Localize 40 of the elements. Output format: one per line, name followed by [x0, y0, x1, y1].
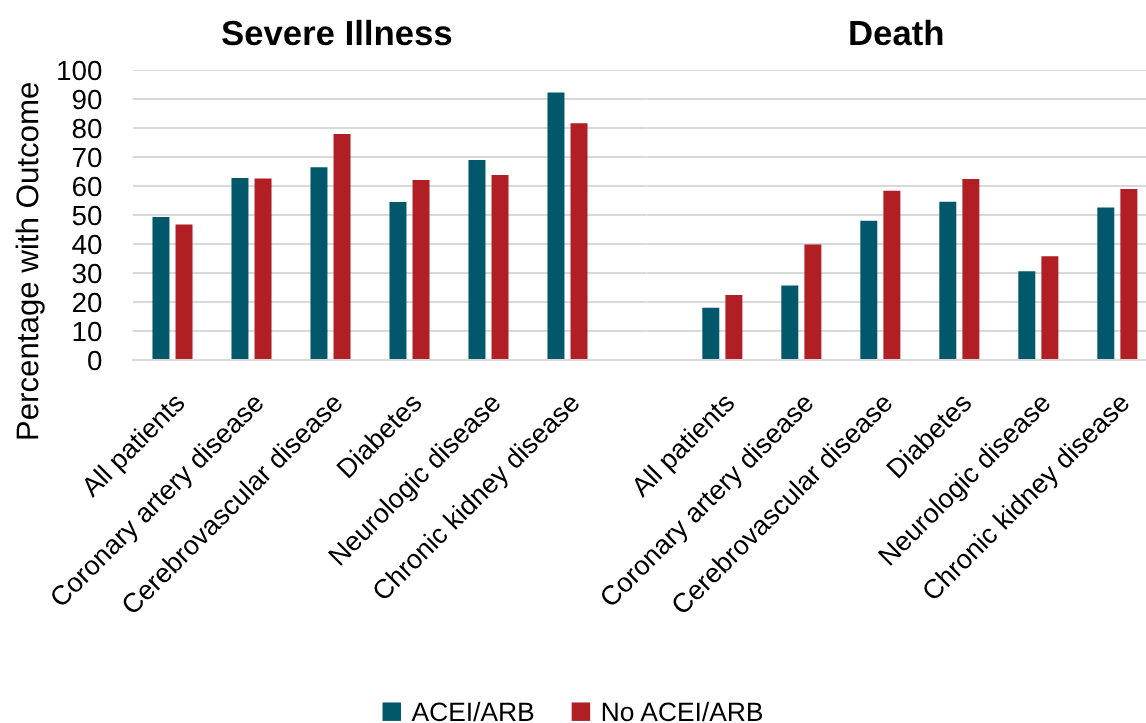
- bar: [1097, 207, 1115, 360]
- bar: [412, 179, 430, 360]
- bar: [310, 167, 328, 360]
- chart-title: Death: [850, 19, 943, 46]
- bar: [1041, 256, 1059, 360]
- y-tick-label: 70: [72, 147, 102, 168]
- y-tick-label: 90: [72, 89, 102, 110]
- bar: [860, 220, 878, 360]
- bar: [1120, 188, 1138, 360]
- bar: [547, 92, 565, 360]
- bar: [702, 307, 720, 360]
- bar: [468, 159, 486, 360]
- y-tick-label: 30: [72, 263, 102, 284]
- legend-label: ACEI/ARB: [411, 701, 534, 722]
- bar: [804, 244, 822, 360]
- bar: [152, 217, 170, 360]
- bar: [962, 179, 980, 360]
- y-tick-label: 60: [72, 176, 102, 197]
- y-axis-title: Percentage with Outcome: [15, 83, 45, 439]
- bar: [725, 295, 743, 360]
- y-tick-label: 80: [72, 118, 102, 139]
- bar: [491, 174, 509, 360]
- y-tick-label: 0: [88, 350, 102, 371]
- bar: [254, 178, 272, 360]
- y-tick-label: 40: [72, 234, 102, 255]
- bar: [883, 190, 901, 360]
- bar: [175, 224, 193, 360]
- bar: [939, 201, 957, 360]
- y-tick-label: 10: [73, 321, 102, 342]
- y-tick-label: 100: [58, 60, 102, 81]
- y-tick-label: 50: [72, 205, 102, 226]
- bar: [231, 177, 249, 360]
- bar: [333, 134, 351, 360]
- bar: [389, 201, 407, 360]
- chart-title: Severe Illness: [222, 19, 452, 46]
- y-tick-label: 20: [72, 292, 102, 313]
- bar: [570, 123, 588, 360]
- legend-label: No ACEI/ARB: [602, 701, 763, 722]
- bar: [1018, 271, 1036, 360]
- bar: [781, 285, 799, 360]
